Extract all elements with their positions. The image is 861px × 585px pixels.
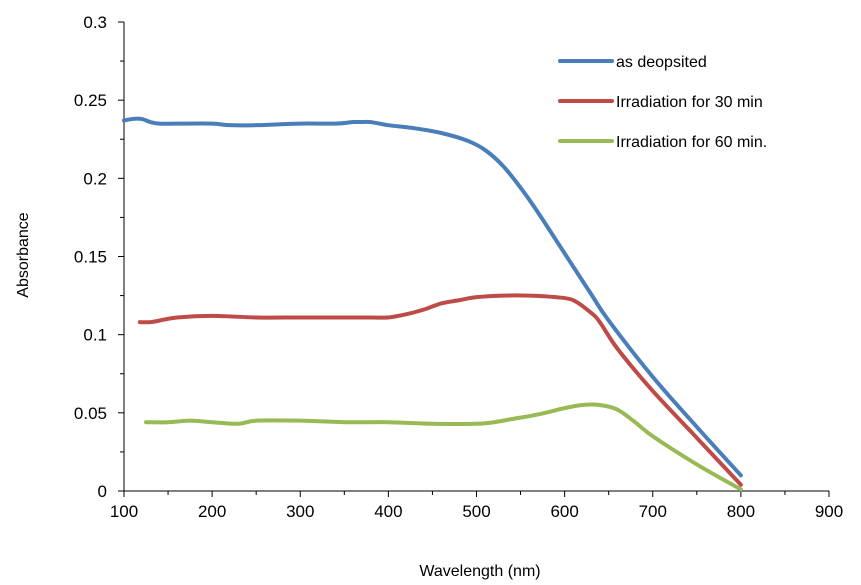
legend: as deopsited Irradiation for 30 min Irradi…	[558, 54, 767, 151]
x-tick-label: 200	[198, 502, 226, 521]
x-tick-label: 800	[727, 502, 755, 521]
y-tick-label: 0	[98, 482, 107, 501]
x-tick-label: 500	[462, 502, 490, 521]
x-tick-label: 300	[286, 502, 314, 521]
x-axis-title: Wavelength (nm)	[419, 563, 540, 580]
x-tick-label: 400	[374, 502, 402, 521]
y-tick-label: 0.15	[74, 248, 107, 267]
x-tick-label: 600	[550, 502, 578, 521]
series-line-irradiation-for-60-min	[144, 402, 743, 492]
y-tick-label: 0.3	[83, 13, 107, 32]
y-axis-title: Absorbance	[15, 212, 32, 297]
x-tick-label: 700	[639, 502, 667, 521]
series-line-as-deopsited	[122, 116, 743, 478]
x-tick-label: 900	[815, 502, 843, 521]
legend-label-irradiation-for-60-min: Irradiation for 60 min.	[616, 134, 767, 151]
y-tick-label: 0.1	[83, 326, 107, 345]
series-layer	[122, 116, 743, 492]
legend-label-irradiation-for-30-min: Irradiation for 30 min	[616, 94, 763, 111]
x-tick-label: 100	[110, 502, 138, 521]
y-tick-label: 0.25	[74, 91, 107, 110]
legend-label-as-deopsited: as deopsited	[616, 54, 707, 71]
series-line-irradiation-for-30-min	[137, 293, 743, 487]
axes-layer	[123, 22, 829, 492]
ticks-layer: 0 0.05 0.1 0.15 0.2 0.25 0.3 100 200 300 400 500 600…	[74, 13, 843, 521]
y-tick-label: 0.2	[83, 169, 107, 188]
y-tick-label: 0.05	[74, 404, 107, 423]
